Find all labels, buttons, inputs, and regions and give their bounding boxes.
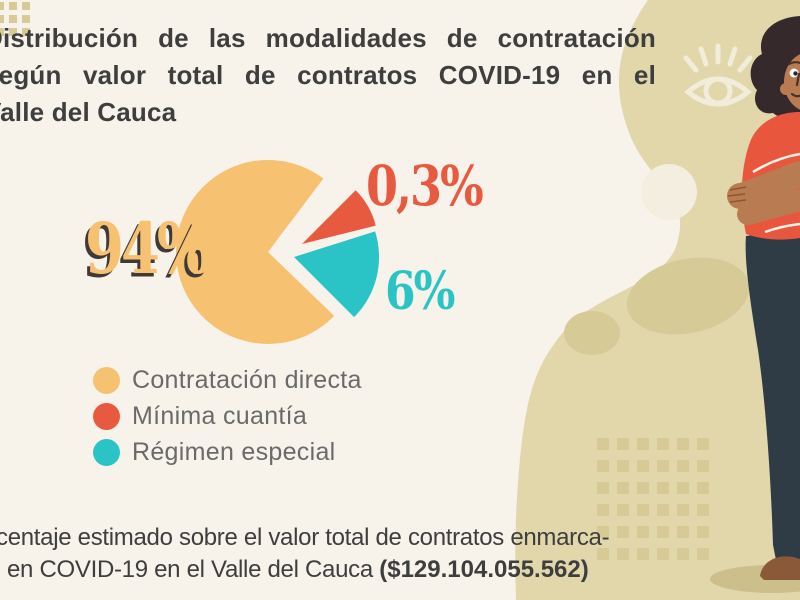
person-hair (750, 16, 800, 122)
person-face (784, 54, 800, 110)
person-shirt (741, 112, 800, 240)
title-line-3: Valle del Cauca (0, 97, 177, 127)
person-ear (780, 83, 792, 95)
person-eyebrow (787, 61, 800, 66)
blob-spot-small (564, 311, 620, 355)
person-pants (745, 228, 800, 564)
pie-label-contratacion-directa: 94% (85, 207, 210, 291)
hand-finger-3 (729, 199, 747, 203)
person-arm-crossed (729, 161, 800, 209)
shirt-stripe-2 (749, 164, 800, 188)
person-nose (795, 72, 800, 87)
pie-label-regimen-especial: 6% (385, 261, 455, 323)
blob-spot-large (626, 257, 750, 335)
legend-item-contratacion-directa: Contratación directa (93, 366, 362, 394)
person-neck (786, 98, 800, 118)
ground-shadow (710, 565, 800, 593)
page-title: Distribución de las modalidades de contr… (0, 20, 656, 131)
footnote-line-1: centaje estimado sobre el valor total de… (0, 524, 610, 551)
chart-legend: Contratación directa Mínima cuantía Régi… (93, 366, 362, 475)
pie-label-minima-cuantia: 0,3% (366, 153, 484, 218)
footnote-line-2: en COVID-19 en el Valle del Cauca ($129.… (7, 554, 589, 586)
person-mouth (790, 92, 800, 98)
title-line-1: Distribución de las modalidades de contr… (0, 23, 656, 53)
legend-swatch-orange (93, 367, 120, 394)
footnote-text: en COVID-19 en el Valle del Cauca (7, 556, 380, 583)
person-eye-pupil (793, 71, 798, 76)
pie-slice-2 (294, 231, 380, 318)
person-shoe (760, 556, 800, 580)
hand-finger-2 (727, 193, 746, 197)
legend-label: Régimen especial (132, 438, 336, 466)
legend-label: Contratación directa (132, 366, 362, 394)
hand-finger-1 (729, 186, 747, 191)
total-contract-value: ($129.104.055.562) (379, 556, 589, 583)
person-arm-lower (737, 189, 800, 225)
cream-circle-accent (641, 164, 697, 220)
person-hand (727, 183, 753, 209)
dot-grid-bottom-right (597, 438, 709, 560)
legend-swatch-teal (93, 439, 120, 466)
legend-label: Mínima cuantía (132, 402, 308, 430)
shirt-stripe-1 (752, 152, 800, 174)
legend-item-regimen-especial: Régimen especial (93, 438, 362, 466)
person-illustration (710, 16, 800, 593)
person-eye-white (789, 68, 799, 78)
eye-icon (683, 43, 753, 107)
title-line-2: según valor total de contratos COVID-19 … (0, 60, 656, 90)
legend-item-minima-cuantia: Mínima cuantía (93, 402, 362, 430)
shirt-stripe-3 (764, 222, 800, 234)
legend-swatch-red (93, 403, 120, 430)
pie-slice-1 (302, 190, 376, 244)
